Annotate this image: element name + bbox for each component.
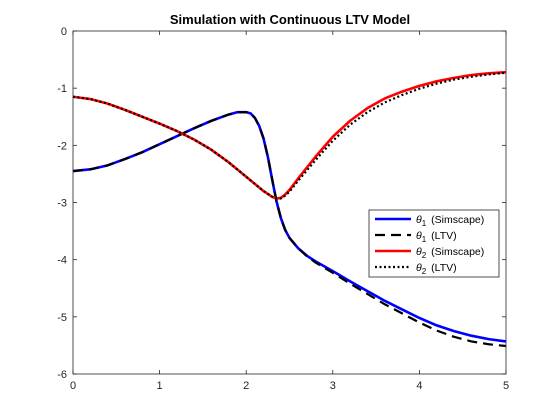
y-tick-label: -1 [57,83,67,95]
plot-area [72,31,507,374]
y-tick-label: -5 [57,312,67,324]
series-line-3 [72,70,507,200]
y-tick-label: -2 [57,140,67,152]
axes-background [73,31,506,374]
x-tick-label: 3 [330,380,336,392]
y-tick-label: -3 [57,198,67,210]
y-tick-label: 0 [61,26,67,38]
x-tick-label: 4 [416,380,422,392]
x-tick-label: 2 [243,380,249,392]
x-tick-label: 1 [157,380,163,392]
y-tick-label: -6 [57,369,67,381]
axes: 0 1 2 3 4 5 0 -1 -2 -3 -4 -5 -6 [57,26,509,392]
legend-label-4: θ2 (LTV) [416,262,457,276]
legend-label-1: θ1 (Simscape) [416,214,484,228]
legend: θ1 (Simscape) θ1 (LTV) θ2 (Simscape) θ2 (LTV) [368,209,500,278]
chart-title: Simulation with Continuous LTV Model [170,12,410,27]
legend-label-3: θ2 (Simscape) [416,246,484,260]
series-line-1 [72,110,507,343]
x-tick-label: 0 [70,380,76,392]
y-tick-label: -4 [57,255,67,267]
legend-box [368,209,500,278]
legend-label-2: θ1 (LTV) [416,230,457,244]
x-tick-label: 5 [503,380,509,392]
